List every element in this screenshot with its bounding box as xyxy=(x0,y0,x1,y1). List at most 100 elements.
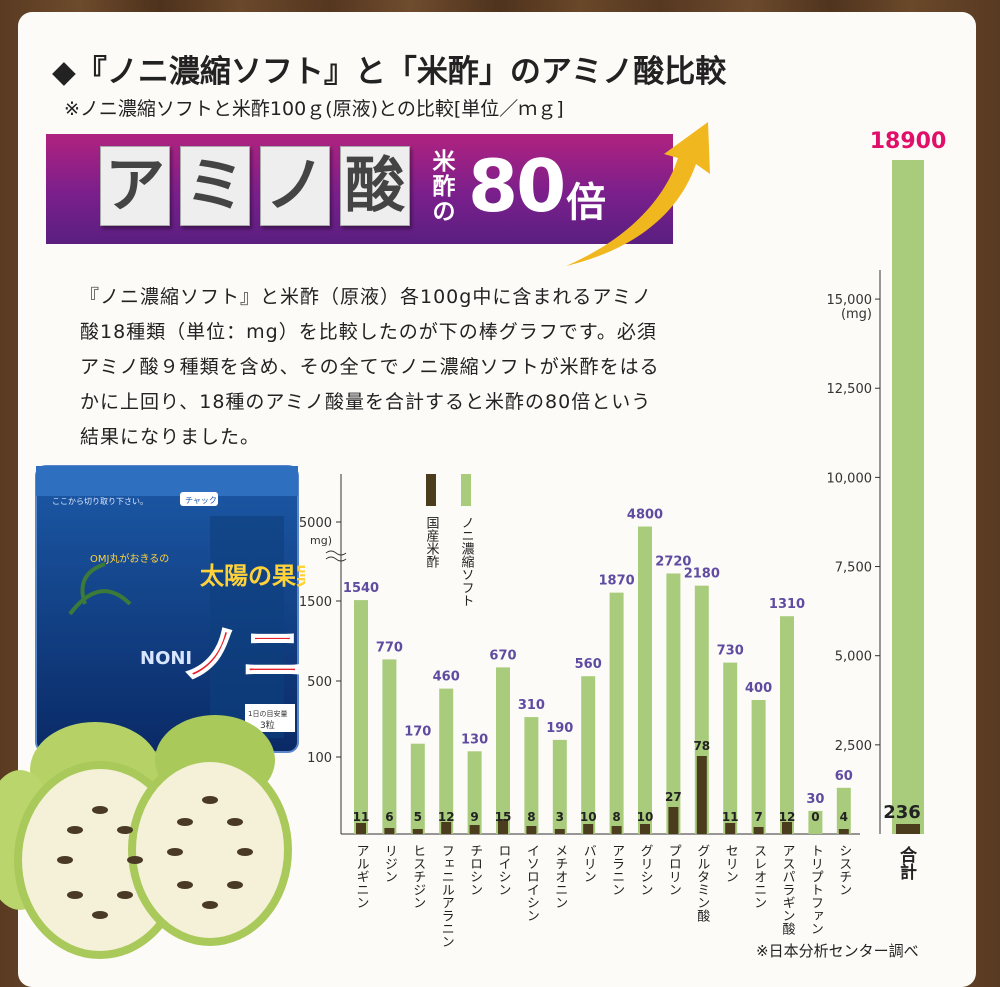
right-axis-tick-label: 15,000 xyxy=(827,293,873,308)
noni-value-label: 30 xyxy=(806,792,824,807)
category-label: ヒスチジン xyxy=(410,844,425,909)
package-chuck-label: チャック xyxy=(185,496,217,505)
total-vinegar-bar xyxy=(896,824,920,834)
vinegar-value-label: 11 xyxy=(353,810,370,824)
noni-bar xyxy=(581,676,596,834)
package-tagline: OMJ丸がおきるの xyxy=(90,552,169,565)
category-label: イソロイシン xyxy=(524,844,539,922)
noni-value-label: 1870 xyxy=(599,574,635,589)
category-label: リジン xyxy=(382,844,397,883)
page-subtitle: ※ノニ濃縮ソフトと米酢100ｇ(原液)との比較[単位／ｍｇ] xyxy=(64,98,564,120)
banner-small-text: 米 酢の xyxy=(423,150,465,225)
vinegar-value-label: 5 xyxy=(414,810,422,824)
noni-value-label: 400 xyxy=(745,681,772,696)
vinegar-value-label: 10 xyxy=(637,810,654,824)
vinegar-bar xyxy=(356,823,366,834)
product-package: ここから切り取り下さい。 チャック OMJ丸がおきるの 太陽の果実 NONI ノ… xyxy=(35,465,305,753)
banner-char: ミ xyxy=(180,146,250,226)
right-axis-tick-label: 2,500 xyxy=(835,739,872,754)
banner-char: 酸 xyxy=(340,146,410,226)
noni-bar xyxy=(354,600,368,834)
right-axis-tick-label: 10,000 xyxy=(827,471,873,486)
noni-value-label: 4800 xyxy=(627,508,663,523)
vinegar-value-label: 15 xyxy=(495,810,512,824)
package-noni-ja: ノニ xyxy=(180,618,304,691)
category-label: シスチン xyxy=(836,844,851,896)
vinegar-bar xyxy=(782,822,792,834)
total-noni-label: 18900 xyxy=(870,129,947,154)
right-axis-tick-label: 5,000 xyxy=(835,650,872,665)
vinegar-value-label: 6 xyxy=(385,810,393,824)
noni-bar xyxy=(638,526,652,834)
legend-label: ノニ濃縮ソフト xyxy=(459,516,475,607)
vinegar-bar xyxy=(554,829,565,834)
package-dose-label: 1日の目安量 xyxy=(248,709,287,718)
right-axis-tick-label: 12,500 xyxy=(827,382,873,397)
total-noni-bar xyxy=(892,160,924,834)
noni-bar xyxy=(780,616,794,834)
noni-value-label: 560 xyxy=(575,657,602,672)
banner-small-line: 米 xyxy=(432,149,456,175)
vinegar-bar xyxy=(412,829,423,834)
package-noni-en: NONI xyxy=(140,648,192,669)
noni-value-label: 730 xyxy=(717,644,744,659)
category-label: メチオニン xyxy=(552,844,567,909)
vinegar-value-label: 0 xyxy=(811,810,819,824)
vinegar-bar xyxy=(441,822,452,834)
vinegar-value-label: 8 xyxy=(612,810,620,824)
vinegar-value-label: 12 xyxy=(779,810,796,824)
category-label: アラニン xyxy=(609,844,624,896)
vinegar-value-label: 7 xyxy=(754,810,762,824)
description-text: 『ノニ濃縮ソフト』と米酢（原液）各100g中に含まれるアミノ酸18種類（単位：m… xyxy=(80,286,660,448)
noni-bar xyxy=(751,700,766,834)
page-title: ◆『ノニ濃縮ソフト』と「米酢」のアミノ酸比較 xyxy=(52,54,727,90)
vinegar-value-label: 8 xyxy=(527,810,535,824)
noni-bar xyxy=(496,667,510,834)
left-axis-tick-label: 5000 xyxy=(299,516,332,531)
package-brand: 太陽の果実 xyxy=(200,562,305,590)
noni-bar xyxy=(382,659,397,834)
right-axis-tick-label: 7,500 xyxy=(835,561,872,576)
vinegar-bar xyxy=(583,824,594,834)
vinegar-bar xyxy=(611,826,622,834)
legend-swatch xyxy=(461,474,471,506)
package-dose-value: 3粒 xyxy=(260,719,275,731)
vinegar-bar xyxy=(384,828,395,834)
category-label: アスパラギン酸 xyxy=(780,844,796,935)
vinegar-value-label: 3 xyxy=(556,810,564,824)
left-axis-tick-label: 100 xyxy=(307,751,332,766)
vinegar-bar xyxy=(526,826,537,834)
left-axis-unit: mg) xyxy=(310,534,332,547)
noni-value-label: 460 xyxy=(433,670,460,685)
vinegar-bar xyxy=(753,827,764,834)
vinegar-value-label: 10 xyxy=(580,810,597,824)
right-axis-unit: (mg) xyxy=(841,307,872,322)
category-label: フェニルアラニン xyxy=(439,844,454,948)
noni-bar xyxy=(836,787,851,834)
total-vinegar-label: 236 xyxy=(883,802,921,823)
legend-swatch xyxy=(426,474,436,506)
noni-bar xyxy=(439,688,454,834)
category-label: トリプトファン xyxy=(808,844,823,935)
axis-break-icon xyxy=(325,550,347,562)
legend-label: 国産米酢 xyxy=(424,516,440,568)
banner-char: ア xyxy=(100,146,170,226)
banner-small-line: 酢の xyxy=(432,174,456,225)
vinegar-bar xyxy=(640,824,650,834)
vinegar-bar xyxy=(725,823,736,834)
vinegar-value-label: 9 xyxy=(470,810,478,824)
banner-char: ノ xyxy=(260,146,330,226)
noni-bar xyxy=(808,810,823,834)
category-label: スレオニン xyxy=(751,844,766,909)
left-axis-tick-label: 1500 xyxy=(299,595,332,610)
noni-value-label: 60 xyxy=(835,769,853,784)
noni-value-label: 310 xyxy=(518,698,545,713)
vinegar-bar xyxy=(696,756,707,834)
category-label: バリン xyxy=(581,844,597,883)
vinegar-value-label: 11 xyxy=(722,810,739,824)
noni-value-label: 2720 xyxy=(655,554,691,569)
category-label: チロシン xyxy=(467,844,482,896)
vinegar-bar xyxy=(498,819,508,834)
vinegar-bar xyxy=(838,829,849,834)
